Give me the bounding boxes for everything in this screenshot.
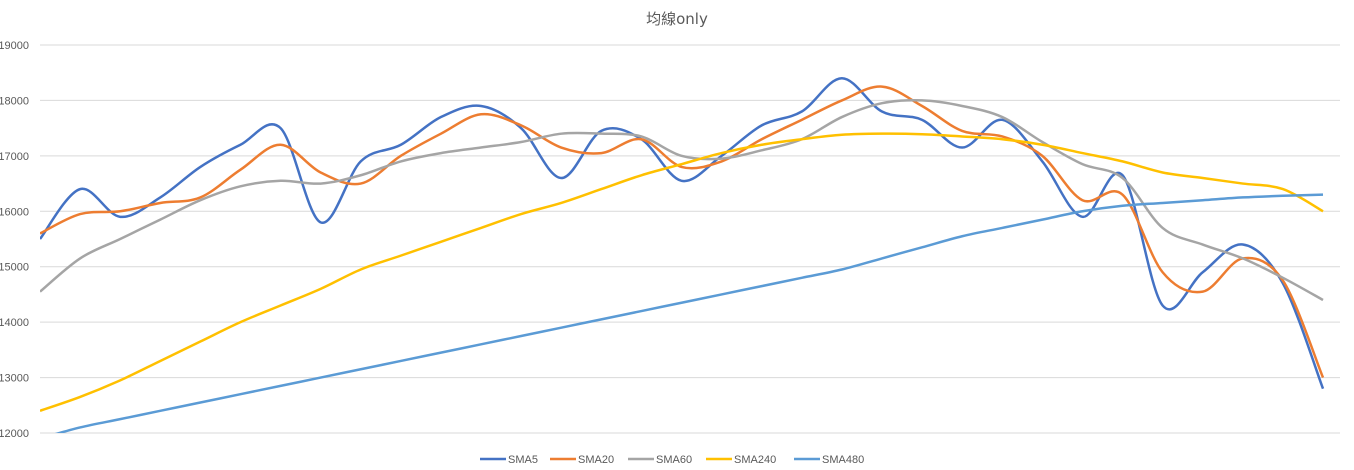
y-tick-label: 18000 <box>0 95 29 107</box>
chart-title: 均線only <box>646 10 708 28</box>
gridlines <box>40 44 1340 434</box>
y-tick-label: 13000 <box>0 373 29 385</box>
series-lines <box>40 77 1325 433</box>
legend-entry-sma480: SMA480 <box>794 454 864 466</box>
legend-entry-sma240: SMA240 <box>706 454 776 466</box>
series-line-sma5 <box>40 77 1325 390</box>
y-axis-ticks: 12000 13000 14000 15000 16000 17000 18000 19000 <box>0 40 29 440</box>
legend-label: SMA240 <box>734 454 776 466</box>
series-line-sma20 <box>40 85 1325 379</box>
y-tick-label: 16000 <box>0 206 29 218</box>
legend: SMA5 SMA20 SMA60 SMA240 SMA480 <box>480 454 864 466</box>
legend-entry-sma5: SMA5 <box>480 454 538 466</box>
y-tick-label: 12000 <box>0 428 29 440</box>
y-tick-label: 19000 <box>0 40 29 52</box>
series-line-sma480 <box>54 193 1324 433</box>
legend-entry-sma60: SMA60 <box>628 454 692 466</box>
y-tick-label: 15000 <box>0 262 29 274</box>
legend-label: SMA60 <box>656 454 692 466</box>
series-line-sma60 <box>40 99 1324 302</box>
legend-label: SMA5 <box>508 454 538 466</box>
y-tick-label: 14000 <box>0 317 29 329</box>
y-tick-label: 17000 <box>0 151 29 163</box>
legend-entry-sma20: SMA20 <box>550 454 614 466</box>
legend-label: SMA480 <box>822 454 864 466</box>
legend-label: SMA20 <box>578 454 614 466</box>
series-line-sma240 <box>40 132 1324 413</box>
